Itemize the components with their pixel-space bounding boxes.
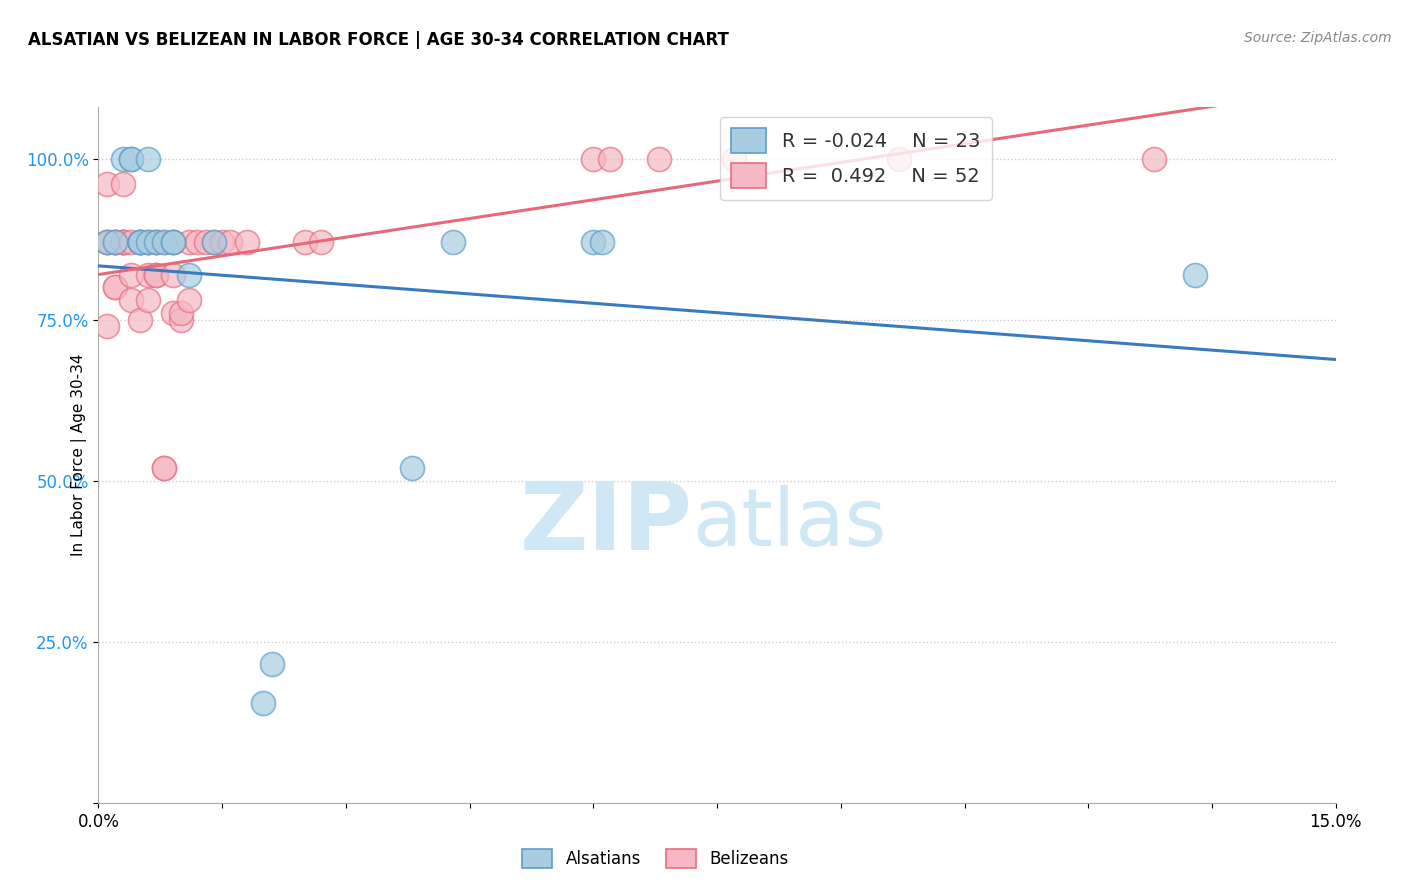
Point: [153, 460, 176, 475]
Point: [194, 235, 217, 250]
Point: [128, 235, 150, 250]
Point: [104, 235, 127, 250]
Point: [153, 235, 176, 250]
Point: [162, 268, 184, 282]
Point: [236, 235, 259, 250]
Point: [96, 235, 118, 250]
Point: [136, 235, 159, 250]
Point: [120, 152, 142, 166]
Point: [128, 235, 150, 250]
Point: [441, 235, 464, 250]
Point: [136, 268, 159, 282]
Point: [104, 235, 127, 250]
Point: [104, 280, 127, 294]
Point: [582, 235, 605, 250]
Point: [112, 178, 135, 192]
Point: [120, 268, 142, 282]
Point: [96, 235, 118, 250]
Point: [128, 312, 150, 326]
Point: [145, 268, 167, 282]
Point: [145, 268, 167, 282]
Point: [104, 235, 127, 250]
Point: [162, 235, 184, 250]
Point: [252, 696, 274, 710]
Point: [112, 235, 135, 250]
Point: [179, 235, 201, 250]
Point: [145, 235, 167, 250]
Text: ZIP: ZIP: [519, 478, 692, 571]
Point: [1184, 268, 1206, 282]
Point: [162, 235, 184, 250]
Text: atlas: atlas: [692, 485, 887, 564]
Point: [96, 178, 118, 192]
Point: [591, 235, 613, 250]
Point: [112, 235, 135, 250]
Point: [128, 235, 150, 250]
Point: [186, 235, 208, 250]
Text: ALSATIAN VS BELIZEAN IN LABOR FORCE | AGE 30-34 CORRELATION CHART: ALSATIAN VS BELIZEAN IN LABOR FORCE | AG…: [28, 31, 728, 49]
Point: [179, 293, 201, 308]
Point: [723, 152, 745, 166]
Point: [112, 235, 135, 250]
Point: [211, 235, 233, 250]
Point: [260, 657, 283, 672]
Point: [219, 235, 242, 250]
Point: [136, 235, 159, 250]
Point: [153, 460, 176, 475]
Point: [1143, 152, 1166, 166]
Point: [153, 235, 176, 250]
Point: [294, 235, 316, 250]
Point: [648, 152, 671, 166]
Point: [145, 235, 167, 250]
Y-axis label: In Labor Force | Age 30-34: In Labor Force | Age 30-34: [72, 353, 87, 557]
Point: [401, 460, 423, 475]
Point: [309, 235, 332, 250]
Point: [120, 152, 142, 166]
Point: [112, 152, 135, 166]
Point: [128, 235, 150, 250]
Point: [179, 268, 201, 282]
Point: [145, 235, 167, 250]
Point: [170, 312, 193, 326]
Point: [120, 235, 142, 250]
Point: [582, 152, 605, 166]
Point: [104, 280, 127, 294]
Point: [599, 152, 621, 166]
Point: [136, 152, 159, 166]
Legend: Alsatians, Belizeans: Alsatians, Belizeans: [516, 842, 794, 874]
Point: [120, 293, 142, 308]
Point: [202, 235, 225, 250]
Point: [96, 319, 118, 334]
Point: [136, 235, 159, 250]
Point: [112, 235, 135, 250]
Point: [128, 235, 150, 250]
Point: [887, 152, 910, 166]
Point: [96, 235, 118, 250]
Point: [162, 306, 184, 320]
Point: [202, 235, 225, 250]
Point: [136, 293, 159, 308]
Point: [170, 306, 193, 320]
Point: [162, 235, 184, 250]
Point: [104, 235, 127, 250]
Text: Source: ZipAtlas.com: Source: ZipAtlas.com: [1244, 31, 1392, 45]
